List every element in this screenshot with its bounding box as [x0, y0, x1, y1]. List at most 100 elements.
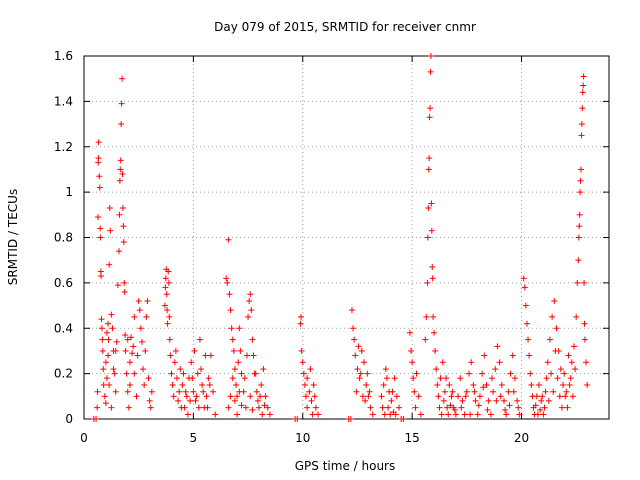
data-point: [134, 352, 141, 359]
y-tick-label: 1.4: [54, 94, 73, 108]
data-point: [471, 388, 478, 395]
data-point: [131, 370, 138, 377]
data-point: [362, 397, 369, 404]
data-point: [96, 184, 103, 191]
data-point: [358, 347, 365, 354]
data-point: [253, 388, 260, 395]
data-point: [475, 402, 482, 409]
data-point: [128, 334, 135, 341]
data-point: [131, 313, 138, 320]
data-point: [429, 263, 436, 270]
data-point: [117, 157, 124, 164]
data-point: [106, 205, 113, 212]
y-axis-label: SRMTID / TECUs: [6, 189, 20, 285]
data-point: [98, 316, 105, 323]
data-point: [102, 400, 109, 407]
data-point: [96, 173, 103, 180]
data-point: [569, 393, 576, 400]
data-point: [385, 404, 392, 411]
data-point: [236, 388, 243, 395]
y-tick-label: 0: [65, 412, 73, 426]
data-point: [260, 366, 267, 373]
grid-lines: [84, 56, 609, 419]
data-point: [256, 404, 262, 411]
data-point: [137, 325, 144, 332]
data-point: [406, 329, 413, 336]
data-point: [468, 359, 475, 366]
data-point: [533, 393, 540, 400]
data-point: [140, 366, 147, 373]
x-axis-label: GPS time / hours: [295, 459, 396, 473]
data-point: [392, 411, 399, 418]
data-point: [411, 388, 418, 395]
data-point: [114, 282, 121, 289]
data-point: [396, 404, 402, 411]
data-point: [479, 370, 486, 377]
data-point: [176, 388, 183, 395]
data-point: [472, 397, 479, 404]
data-point: [564, 404, 571, 411]
data-point: [463, 388, 470, 395]
data-point: [567, 375, 574, 382]
data-point: [490, 388, 497, 395]
data-point: [103, 329, 110, 336]
data-point: [167, 352, 174, 359]
data-point: [163, 291, 170, 298]
data-point: [205, 375, 212, 382]
data-point: [566, 381, 573, 388]
data-point: [112, 347, 119, 354]
data-point: [444, 404, 451, 411]
data-point: [126, 359, 133, 366]
data-point: [379, 404, 386, 411]
data-point: [580, 82, 587, 89]
data-point: [510, 388, 517, 395]
data-point: [97, 234, 104, 241]
data-point: [143, 313, 150, 320]
data-point: [125, 404, 132, 411]
data-point: [485, 397, 492, 404]
data-point: [138, 338, 145, 345]
data-point: [423, 313, 430, 320]
data-point: [428, 200, 435, 207]
data-point: [108, 404, 115, 411]
data-point: [227, 307, 234, 314]
data-point: [297, 320, 304, 327]
data-point: [226, 291, 233, 298]
data-point: [433, 366, 440, 373]
data-point: [122, 332, 129, 339]
data-point: [304, 375, 311, 382]
data-point: [188, 359, 195, 366]
data-point: [550, 388, 557, 395]
data-point: [548, 370, 555, 377]
data-point: [484, 406, 491, 413]
data-point: [144, 298, 151, 305]
data-point: [173, 375, 180, 382]
data-point: [306, 388, 313, 395]
data-point: [257, 393, 264, 400]
data-points: [90, 53, 591, 422]
data-point: [202, 352, 209, 359]
data-point: [543, 375, 550, 382]
data-point: [583, 359, 590, 366]
data-point: [170, 393, 177, 400]
data-point: [102, 359, 109, 366]
data-point: [315, 411, 322, 418]
y-tick-labels: 0 0.2 0.4 0.6 0.8 1 1.2 1.4 1.6: [54, 49, 73, 426]
data-point: [378, 393, 385, 400]
data-point: [105, 320, 112, 327]
data-point: [523, 320, 530, 327]
data-point: [135, 298, 142, 305]
data-point: [124, 336, 131, 343]
data-point: [124, 388, 131, 395]
data-point: [413, 370, 420, 377]
data-point: [298, 313, 304, 320]
data-point: [448, 393, 455, 400]
data-point: [426, 155, 433, 162]
data-point: [447, 402, 454, 409]
data-point: [116, 211, 123, 218]
data-point: [242, 404, 249, 411]
data-point: [578, 132, 585, 139]
data-point: [497, 393, 504, 400]
data-point: [432, 347, 439, 354]
